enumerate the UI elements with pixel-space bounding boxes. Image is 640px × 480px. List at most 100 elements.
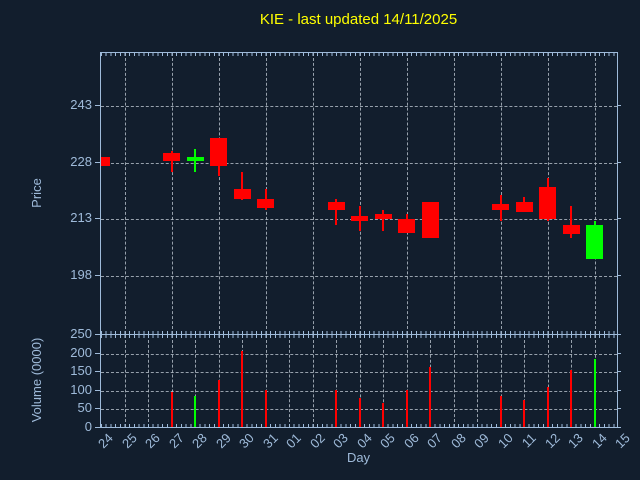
volume-gridline (524, 335, 525, 427)
volume-bar-14 (593, 359, 596, 427)
volume-bar-31 (264, 389, 267, 427)
price-gridline (500, 53, 502, 334)
price-gridline (124, 53, 126, 334)
price-tick-mark (95, 161, 100, 163)
candle-body-30 (233, 189, 251, 199)
price-tick-mark (95, 218, 100, 220)
candle-wick-05 (382, 209, 384, 231)
volume-tick-mark (95, 427, 100, 428)
volume-tick-label: 200 (70, 344, 92, 360)
candle-body-27 (163, 153, 180, 161)
price-tick-mark (95, 275, 100, 277)
volume-gridline (195, 335, 196, 427)
volume-tick-mark (617, 352, 621, 354)
volume-tick-mark (95, 334, 100, 335)
volume-bar-27 (170, 391, 173, 427)
volume-bar-29 (217, 380, 220, 427)
price-gridline (359, 53, 361, 334)
volume-gridline (265, 335, 267, 427)
volume-bar-28 (194, 396, 196, 427)
volume-gridline (148, 335, 149, 427)
volume-gridline (477, 335, 478, 427)
price-tick-label: 213 (70, 210, 92, 226)
price-gridline (171, 53, 173, 334)
volume-bar-04 (358, 398, 361, 427)
candle-wick-03 (335, 198, 337, 225)
price-tick-mark (617, 161, 621, 163)
volume-tick-mark (617, 334, 621, 335)
volume-gridline (406, 335, 408, 427)
price-tick-mark (95, 104, 100, 106)
price-gridline (101, 276, 617, 278)
minor-ticks (101, 53, 617, 56)
candle-body-04 (351, 215, 368, 222)
candle-body-05 (374, 213, 392, 220)
candle-wick-27 (170, 151, 173, 173)
volume-tick-mark (617, 427, 621, 428)
price-gridline (594, 53, 596, 334)
candle-wick-30 (241, 172, 243, 201)
candle-body-29 (210, 138, 227, 167)
volume-tick-label: 0 (84, 419, 92, 434)
minor-ticks (101, 331, 617, 334)
chart-title: KIE - last updated 14/11/2025 (259, 11, 458, 28)
volume-bar-03 (335, 389, 337, 427)
volume-bar-30 (241, 351, 243, 427)
volume-tick-label: 100 (70, 381, 92, 397)
price-gridline (101, 162, 617, 164)
volume-gridline (453, 335, 455, 427)
volume-bar-11 (523, 400, 525, 427)
volume-gridline (547, 335, 549, 427)
volume-gridline (359, 335, 361, 427)
volume-panel (100, 334, 618, 428)
volume-gridline (101, 390, 617, 392)
candle-body-24 (101, 156, 110, 167)
candle-body-11 (515, 202, 533, 212)
candle-body-31 (257, 198, 274, 208)
price-panel (100, 52, 618, 335)
candle-body-14 (586, 224, 603, 259)
volume-tick-mark (617, 408, 621, 410)
candle-body-07 (421, 202, 439, 239)
price-gridline (218, 53, 220, 334)
volume-gridline (500, 335, 502, 427)
candle-wick-13 (570, 206, 572, 239)
volume-tick-label: 50 (77, 400, 92, 416)
volume-bar-07 (429, 366, 431, 427)
minor-ticks (101, 335, 617, 338)
volume-gridline (336, 335, 337, 427)
price-tick-label: 243 (70, 96, 92, 112)
candle-body-12 (539, 187, 556, 220)
price-tick-label: 228 (70, 153, 92, 169)
price-tick-mark (617, 275, 621, 277)
price-tick-mark (617, 218, 621, 220)
volume-tick-mark (95, 352, 100, 354)
x-axis-label: Day (346, 450, 371, 465)
volume-bar-06 (405, 390, 408, 427)
volume-tick-label: 150 (70, 363, 92, 379)
price-tick-label: 198 (70, 267, 92, 283)
candle-body-03 (327, 202, 345, 210)
volume-bar-05 (382, 402, 384, 427)
volume-gridline (383, 335, 384, 427)
volume-gridline (124, 335, 126, 427)
price-gridline (312, 53, 314, 334)
volume-tick-label: 250 (70, 326, 92, 341)
volume-gridline (289, 335, 290, 427)
volume-tick-mark (95, 389, 100, 391)
volume-gridline (101, 353, 617, 355)
volume-tick-mark (617, 371, 621, 373)
candle-wick-28 (194, 149, 196, 173)
volume-bar-10 (499, 395, 502, 427)
volume-gridline (312, 335, 314, 427)
volume-gridline (171, 335, 173, 427)
candle-body-10 (492, 204, 509, 210)
volume-bar-13 (570, 369, 572, 427)
price-gridline (453, 53, 455, 334)
volume-tick-mark (95, 408, 100, 410)
price-gridline (101, 105, 617, 107)
candle-body-28 (186, 156, 204, 161)
price-tick-mark (617, 104, 621, 106)
volume-tick-mark (617, 389, 621, 391)
